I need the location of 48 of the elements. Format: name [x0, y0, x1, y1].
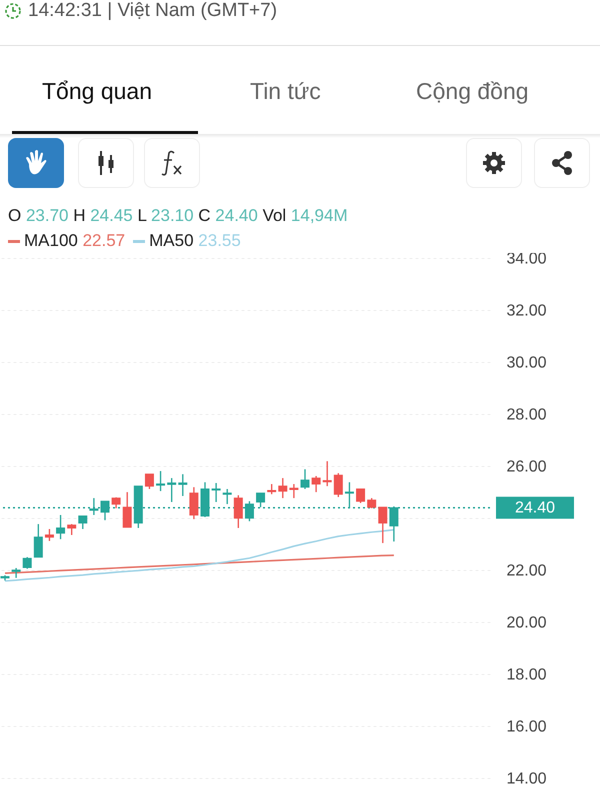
candlestick — [378, 506, 388, 544]
candlestick — [122, 491, 132, 528]
text: 14:42:31 | Việt Nam (GMT+7) — [28, 0, 278, 22]
candlestick — [278, 477, 288, 499]
y-tick-label: 32.00 — [506, 302, 547, 320]
y-tick-label: 28.00 — [506, 406, 547, 424]
y-tick-label: 22.00 — [506, 562, 547, 580]
line-series — [4, 529, 395, 582]
y-tick-label: 26.00 — [506, 458, 547, 476]
candlestick — [356, 488, 366, 504]
text: 23.55 — [197, 231, 241, 250]
candlestick — [322, 460, 332, 487]
candlestick — [44, 528, 54, 542]
y-tick-label: 18.00 — [506, 666, 547, 684]
candlestick — [289, 483, 298, 499]
y-tick-label: 20.00 — [506, 614, 547, 632]
candlestick — [189, 486, 198, 520]
candlestick — [144, 474, 154, 490]
candlestick — [334, 472, 343, 498]
candlestick — [312, 475, 321, 493]
candlestick — [34, 523, 43, 558]
line-series — [4, 554, 395, 574]
candlestick — [367, 497, 376, 509]
candlestick — [156, 470, 166, 492]
text: 22.57 — [82, 231, 126, 250]
y-tick-label: 30.00 — [506, 354, 547, 372]
legend-label: MA100 — [24, 231, 78, 250]
candlestick — [234, 494, 243, 529]
candlestick — [67, 523, 76, 536]
candlestick — [78, 515, 88, 530]
text: Tổng quan — [42, 78, 152, 105]
candlestick — [56, 514, 66, 540]
text: Tin tức — [250, 78, 321, 105]
candlestick — [22, 556, 32, 570]
y-tick-label: 14.00 — [506, 770, 547, 788]
candlestick — [256, 492, 266, 508]
candlestick — [222, 488, 232, 505]
candlestick — [167, 477, 176, 503]
text: Cộng đồng — [416, 78, 529, 105]
candlestick — [300, 468, 310, 490]
candlestick — [212, 482, 221, 503]
candlestick — [12, 567, 21, 579]
y-tick-label: 16.00 — [506, 718, 547, 736]
candlestick — [267, 483, 276, 495]
text: O 23.70 H 24.45 L 23.10 C 24.40 Vol 14,94M — [8, 206, 348, 225]
legend-label: MA50 — [149, 231, 194, 250]
ref-line-label: 24.40 — [514, 500, 556, 517]
candlestick — [178, 474, 188, 497]
